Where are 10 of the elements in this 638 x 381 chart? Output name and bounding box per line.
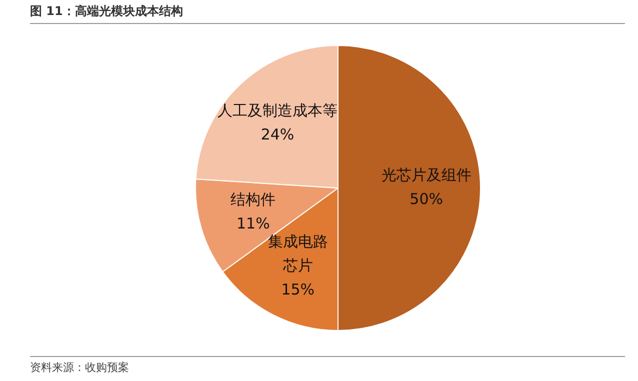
- data-label: 15%: [281, 280, 315, 299]
- data-label: 11%: [236, 214, 270, 233]
- slice-label: 光芯片及组件: [381, 166, 472, 184]
- text: 资料来源：收购预案: [30, 356, 625, 375]
- data-label: 50%: [410, 190, 444, 208]
- chart-title: 图 11：高端光模块成本结构: [30, 3, 625, 24]
- slice-label: 结构件: [230, 190, 276, 209]
- slice-label: 人工及制造成本等: [218, 101, 338, 120]
- slice-label: 集成电路芯片: [268, 232, 328, 275]
- data-label: 24%: [260, 125, 294, 144]
